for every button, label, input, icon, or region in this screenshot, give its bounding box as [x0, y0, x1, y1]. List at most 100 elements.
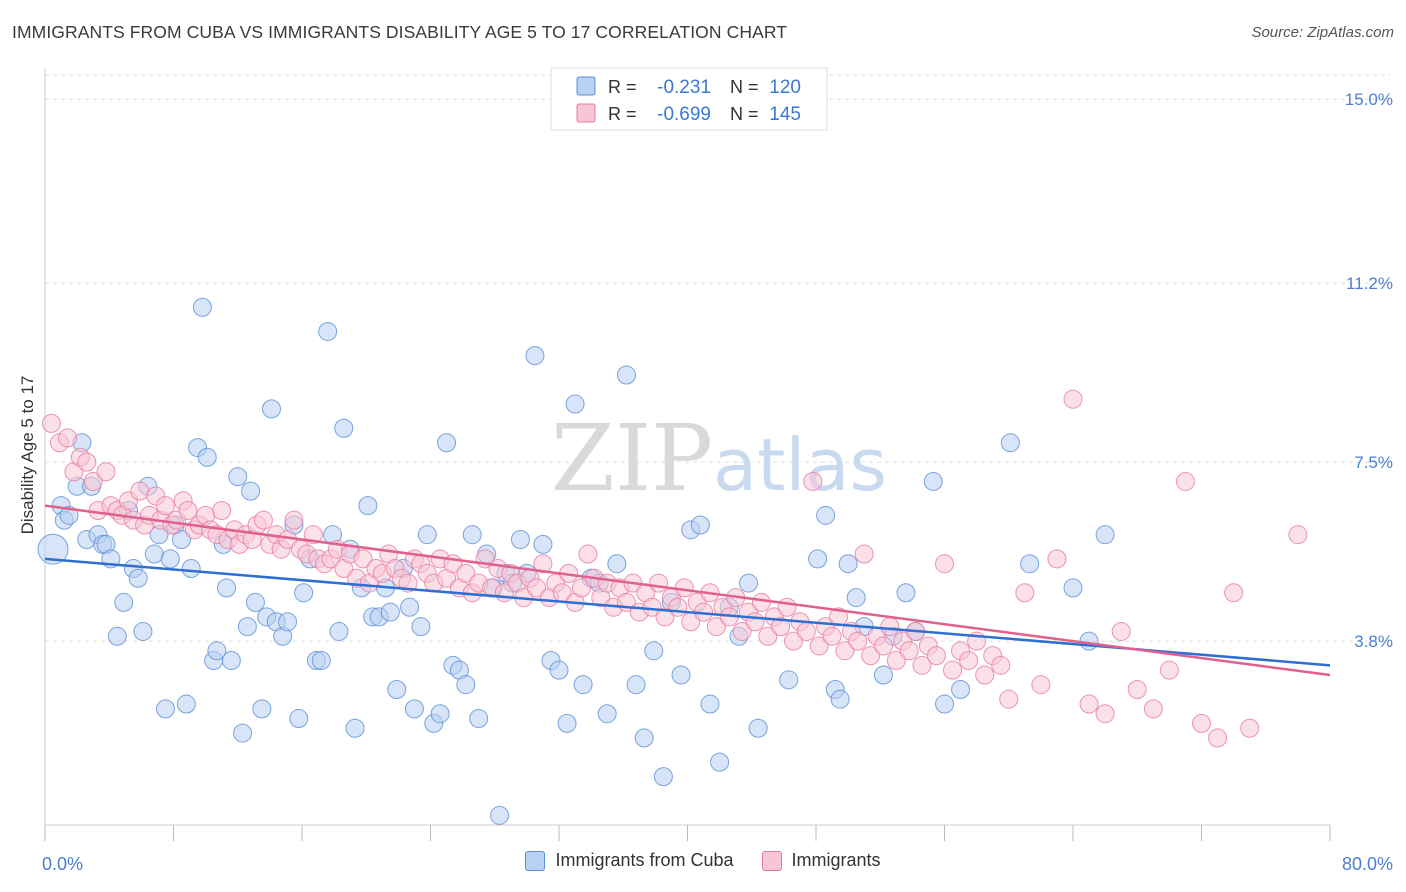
immigrants-point: [57, 428, 77, 448]
immigrants-point: [745, 612, 765, 632]
cuba-point: [690, 515, 710, 535]
cuba-point: [951, 680, 971, 700]
tick-labels: 3.8% 7.5% 11.2% 15.0% 0.0% 80.0%: [42, 90, 1393, 874]
axes: [44, 68, 1331, 841]
cuba-point: [144, 544, 164, 564]
immigrants-point: [83, 471, 103, 491]
cuba-point: [456, 675, 476, 695]
cuba-point: [607, 554, 627, 574]
immigrants-point: [751, 592, 771, 612]
immigrants-point: [1047, 549, 1067, 569]
cuba-point: [181, 559, 201, 579]
cuba-point: [311, 650, 331, 670]
cuba-point: [404, 699, 424, 719]
legend-swatch: [525, 850, 546, 871]
legend-item: Immigrants from Cuba: [525, 850, 734, 871]
trend-lines: [44, 504, 1331, 677]
immigrants-point: [527, 578, 547, 598]
immigrants-point: [771, 617, 791, 637]
legend-n-value: 120: [769, 77, 801, 98]
immigrants-point: [1159, 660, 1179, 680]
cuba-point: [252, 699, 272, 719]
cuba-point: [462, 525, 482, 545]
cuba-point: [1079, 631, 1099, 651]
cuba-point: [573, 675, 593, 695]
cuba-point: [634, 728, 654, 748]
cuba-point: [644, 641, 664, 661]
cuba-point: [237, 617, 257, 637]
cuba-point: [387, 680, 407, 700]
immigrants-point: [873, 636, 893, 656]
immigrants-point: [835, 641, 855, 661]
y-tick-label: 7.5%: [1354, 453, 1393, 472]
data-points: [37, 297, 1308, 825]
cuba-point: [128, 568, 148, 588]
cuba-point: [616, 365, 636, 385]
cuba-point: [334, 418, 354, 438]
cuba-point: [176, 694, 196, 714]
legend-item: Immigrants: [761, 850, 881, 871]
immigrants-point: [212, 500, 232, 520]
cuba-point: [525, 346, 545, 366]
cuba-point: [289, 709, 309, 729]
legend-r-label: R =: [608, 77, 637, 97]
immigrants-point: [1015, 583, 1035, 603]
immigrants-point: [1143, 699, 1163, 719]
immigrants-point: [959, 650, 979, 670]
legend-label: Immigrants: [791, 850, 881, 870]
cuba-point: [510, 530, 530, 550]
cuba-point: [565, 394, 585, 414]
cuba-point: [1000, 433, 1020, 453]
immigrants-point: [1095, 704, 1115, 724]
cuba-point: [626, 675, 646, 695]
y-axis-label: Disability Age 5 to 17: [18, 376, 37, 535]
immigrants-point: [861, 646, 881, 666]
cuba-point: [345, 718, 365, 738]
immigrants-trend-line: [44, 504, 1331, 677]
cuba-point: [294, 583, 314, 603]
immigrants-point: [178, 500, 198, 520]
cuba-point: [935, 694, 954, 714]
immigrants-point: [880, 617, 900, 637]
cuba-point: [597, 704, 617, 724]
immigrants-point: [935, 554, 954, 574]
chart-title: IMMIGRANTS FROM CUBA VS IMMIGRANTS DISAB…: [12, 22, 788, 42]
immigrants-point: [899, 641, 919, 661]
legend-r-value: -0.699: [657, 104, 711, 125]
immigrants-point: [1175, 471, 1195, 491]
cuba-point: [896, 583, 916, 603]
immigrants-point: [284, 510, 304, 530]
legend-swatch: [576, 76, 596, 96]
cuba-point: [197, 447, 217, 467]
legend-n-label: N =: [730, 104, 759, 124]
immigrants-point: [854, 544, 874, 564]
legend-stats: R = -0.231 N = 120 R = -0.699 N = 145: [550, 67, 828, 131]
immigrants-point: [1208, 728, 1228, 748]
immigrants-point: [1224, 583, 1244, 603]
cuba-point: [779, 670, 799, 690]
cuba-point: [107, 626, 127, 646]
x-tick-label: 0.0%: [42, 854, 83, 874]
cuba-point: [172, 530, 192, 550]
immigrants-point: [999, 689, 1019, 709]
y-tick-label: 15.0%: [1345, 90, 1393, 109]
cuba-point: [430, 704, 450, 724]
cuba-point: [490, 805, 510, 825]
cuba-point: [233, 723, 253, 743]
immigrants-point: [758, 626, 778, 646]
cuba-point: [221, 650, 241, 670]
immigrants-point: [1063, 389, 1083, 409]
x-tick-label: 80.0%: [1342, 854, 1393, 874]
cuba-point: [873, 665, 893, 685]
cuba-point: [830, 689, 850, 709]
immigrants-point: [649, 573, 669, 593]
cuba-point: [710, 752, 730, 772]
y-tick-label: 11.2%: [1346, 274, 1393, 293]
immigrants-point: [848, 631, 868, 651]
cuba-point: [245, 592, 265, 612]
immigrants-point: [155, 496, 175, 516]
legend-bottom: Immigrants from Cuba Immigrants: [0, 850, 1406, 876]
cuba-point: [808, 549, 828, 569]
immigrants-point: [1192, 713, 1211, 733]
